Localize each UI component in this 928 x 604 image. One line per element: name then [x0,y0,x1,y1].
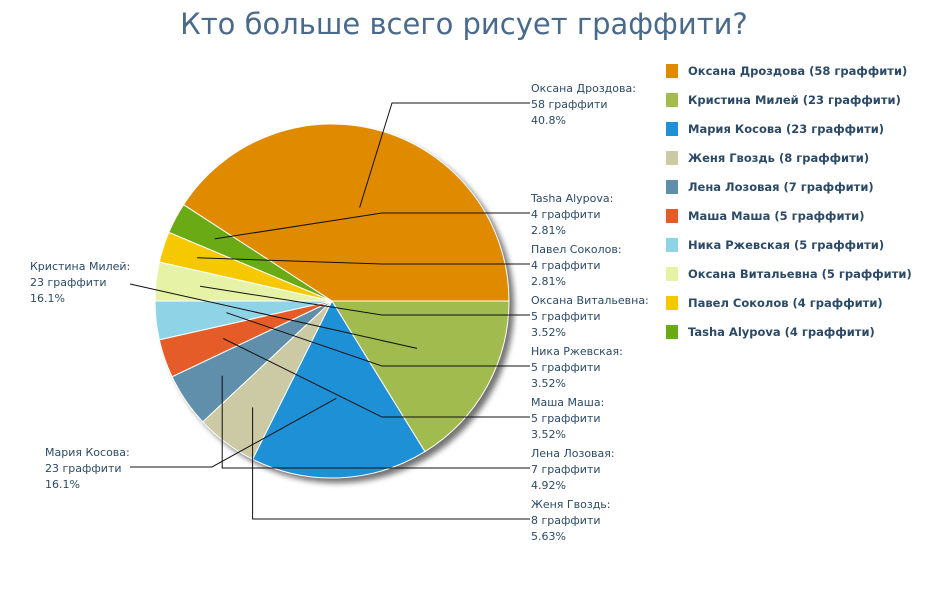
legend-swatch-7 [666,267,678,281]
slice-8 [252,299,426,479]
leader-line-2 [197,257,530,265]
legend-item-3: Женя Гвоздь (8 граффити) [688,151,869,165]
slice-label-name-0: Оксана Дроздова: [531,82,636,95]
slice-label-name-8: Мария Косова: [45,446,130,459]
legend-item-7: Оксана Витальевна (5 граффити) [688,267,912,281]
slice-label-percent-2: 2.81% [531,275,566,288]
legend-item-4: Лена Лозовая (7 граффити) [688,180,874,194]
slice-label-name-5: Маша Маша: [531,396,604,409]
legend-item-6: Ника Ржевская (5 граффити) [688,238,884,252]
leader-line-8 [130,397,337,468]
leader-line-6 [221,375,530,469]
legend: Оксана Дроздова (58 граффити) Кристина Ми… [666,64,912,339]
slice-label-percent-0: 40.8% [531,114,566,127]
pie-slices [154,123,510,479]
slice-label-name-7: Женя Гвоздь: [531,498,611,511]
leader-line-4 [226,312,530,367]
leader-lines [129,102,530,520]
slice-label-percent-5: 3.52% [531,428,566,441]
legend-swatch-0 [666,64,678,78]
slice-label-percent-7: 5.63% [531,530,566,543]
slice-label-value-3: 5 граффити [531,310,601,323]
slice-label-percent-3: 3.52% [531,326,566,339]
slice-label-name-2: Павел Соколов: [531,243,622,256]
legend-swatch-9 [666,325,678,339]
slice-label-value-5: 5 граффити [531,412,601,425]
slice-label-value-4: 5 граффити [531,361,601,374]
slice-label-name-1: Tasha Alypova: [530,192,613,205]
slice-label-percent-4: 3.52% [531,377,566,390]
legend-swatch-4 [666,180,678,194]
leader-line-1 [214,212,530,240]
legend-swatch-8 [666,296,678,310]
legend-swatch-1 [666,93,678,107]
slice-label-percent-9: 16.1% [30,292,65,305]
slice-label-name-3: Оксана Витальевна: [531,294,649,307]
slice-label-name-9: Кристина Милей: [30,260,130,273]
slice-label-value-2: 4 граффити [531,259,601,272]
slice-labels: Оксана Дроздова: 58 граффити 40.8% Tasha Al… [30,82,649,543]
chart-title: Кто больше всего рисует граффити? [180,7,748,41]
legend-item-2: Мария Косова (23 граффити) [688,122,884,136]
slice-0 [182,123,510,302]
leader-line-9 [129,283,418,349]
leader-line-3 [200,285,530,316]
slice-label-value-8: 23 граффити [45,462,122,475]
legend-swatch-6 [666,238,678,252]
legend-item-5: Маша Маша (5 граффити) [688,209,864,223]
legend-swatch-5 [666,209,678,223]
slice-label-name-4: Ника Ржевская: [531,345,623,358]
slice-label-value-9: 23 граффити [30,276,107,289]
slice-label-value-1: 4 граффити [531,208,601,221]
legend-swatch-3 [666,151,678,165]
legend-item-1: Кристина Милей (23 граффити) [688,93,901,107]
slice-label-value-0: 58 граффити [531,98,608,111]
legend-swatch-2 [666,122,678,136]
slice-label-value-6: 7 граффити [531,463,601,476]
slice-label-percent-1: 2.81% [531,224,566,237]
leader-line-0 [359,102,530,208]
slice-label-percent-6: 4.92% [531,479,566,492]
slice-label-name-6: Лена Лозовая: [531,447,615,460]
legend-item-0: Оксана Дроздова (58 граффити) [688,64,907,78]
slice-9 [331,300,510,453]
slice-label-percent-8: 16.1% [45,478,80,491]
slice-label-value-7: 8 граффити [531,514,601,527]
leader-line-5 [222,338,530,418]
legend-item-8: Павел Соколов (4 граффити) [688,296,883,310]
legend-item-9: Tasha Alypova (4 граффити) [688,325,875,339]
